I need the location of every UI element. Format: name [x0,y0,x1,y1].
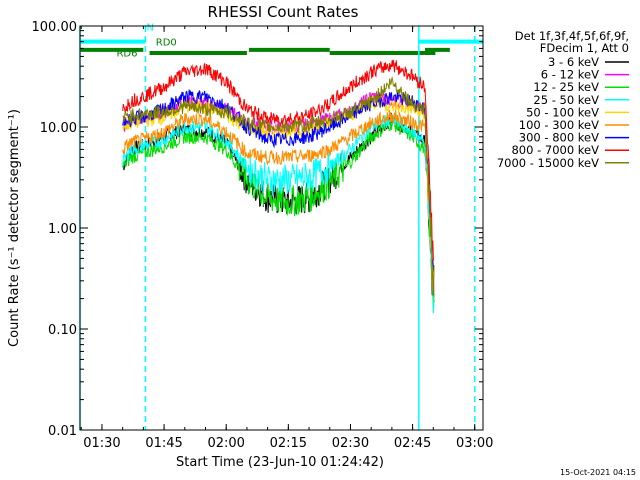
series-lines [122,59,435,313]
legend-header-line-2: FDecim 1, Att 0 [540,41,629,55]
y-tick-label-3: 0.10 [48,323,77,338]
y-tick-label-1: 10.00 [40,121,77,136]
legend-label-0: 3 - 6 keV [548,55,599,69]
x-tick-label-2: 02:00 [207,436,244,451]
x-tick-label-1: 01:45 [145,436,182,451]
legend-label-7: 800 - 7000 keV [511,143,599,157]
annotation-1: RD0 [156,38,177,49]
y-tick-label-4: 0.01 [48,424,77,439]
legend-label-3: 25 - 50 keV [533,93,599,107]
series-line-6 [122,89,435,273]
x-axis-label: Start Time (23-Jun-10 01:24:42) [176,455,384,470]
legend: Det 1f,3f,4f,5f,6f,9f, FDecim 1, Att 0 3… [497,29,629,170]
series-line-5 [122,109,435,288]
x-tick-label-5: 02:45 [394,436,431,451]
timestamp: 15-Oct-2021 04:15 [560,468,636,477]
chart-title: RHESSI Count Rates [208,3,359,21]
x-axis-ticks: 01:30 01:45 02:00 02:15 02:30 02:45 03:00 [80,26,493,451]
flag-bars [80,39,483,56]
legend-label-1: 6 - 12 keV [541,68,599,82]
y-axis-ticks: 100.00 10.00 1.00 0.10 0.01 [32,20,483,439]
y-tick-label-0: 100.00 [32,20,78,35]
vertical-markers [79,26,476,430]
y-axis-label: Count Rate (s⁻¹ detector segment⁻¹) [7,109,22,347]
y-tick-label-2: 1.00 [48,222,77,237]
annotation-2: RD6 [116,48,137,59]
x-tick-label-4: 02:30 [332,436,369,451]
x-tick-label-0: 01:30 [83,436,120,451]
legend-header-line-1: Det 1f,3f,4f,5f,6f,9f, [515,29,629,43]
annotation-0: N [146,23,153,34]
legend-label-5: 100 - 300 keV [519,118,599,132]
series-line-2 [122,118,435,313]
series-line-3 [122,112,435,313]
legend-label-4: 50 - 100 keV [526,105,599,119]
legend-label-8: 7000 - 15000 keV [497,156,599,170]
legend-label-6: 300 - 800 keV [519,131,599,145]
x-tick-label-6: 03:00 [456,436,493,451]
x-tick-label-3: 02:15 [270,436,307,451]
series-line-8 [122,75,435,296]
legend-label-2: 12 - 25 keV [533,80,599,94]
series-line-7 [122,59,435,261]
